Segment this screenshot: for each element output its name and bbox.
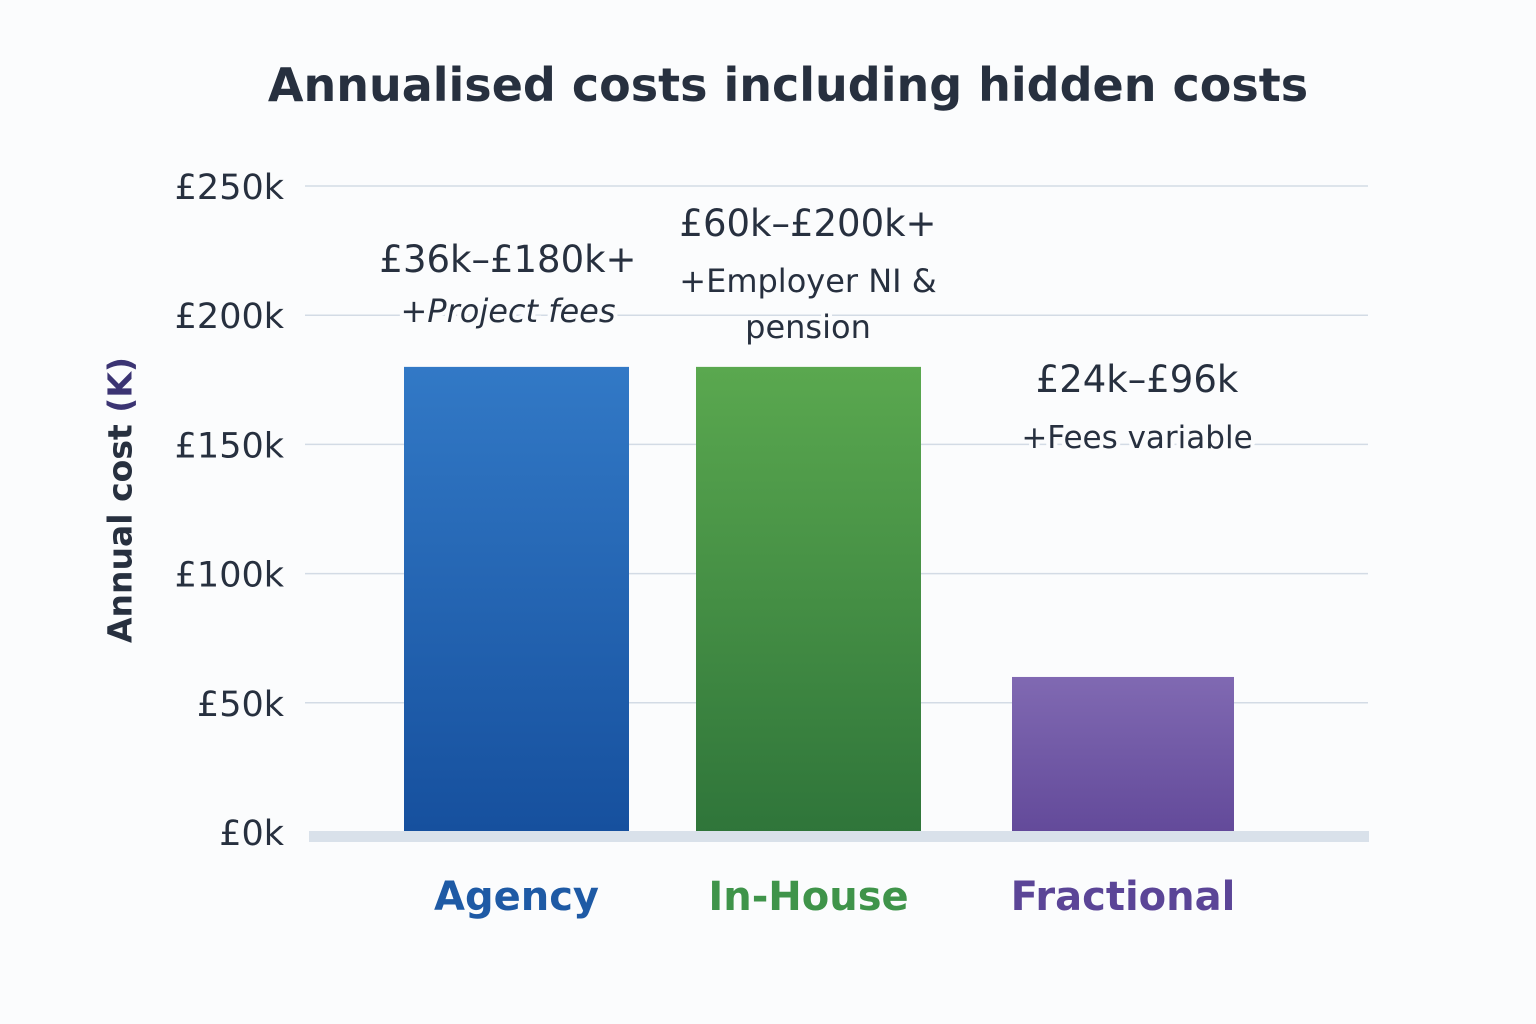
- y-tick-label: £150k: [175, 426, 285, 466]
- bars: [404, 366, 1234, 832]
- bar-fractional: [1012, 676, 1234, 832]
- x-axis-baseline: [309, 831, 1369, 842]
- labels: £0k £50k £100k £150k £200k £250k Agency In-Hous…: [175, 168, 1257, 920]
- bar-agency: [404, 366, 629, 832]
- x-axis: [309, 831, 1369, 842]
- hidden-cost-note: pension: [745, 308, 871, 346]
- hidden-cost-note: +Employer NI &: [679, 262, 936, 300]
- y-tick-label: £200k: [175, 297, 285, 337]
- range-label: £36k–£180k+: [379, 238, 636, 281]
- x-tick-label: Agency: [434, 874, 599, 920]
- bar-in-house: [696, 366, 921, 832]
- hidden-cost-note: +Fees variable: [1021, 420, 1252, 456]
- x-tick-label: Fractional: [1011, 874, 1236, 920]
- y-tick-label: £50k: [197, 685, 285, 725]
- x-tick-label: In-House: [708, 874, 908, 920]
- y-tick-label: £0k: [219, 814, 285, 854]
- hidden-cost-note: +Project fees: [400, 292, 615, 330]
- y-tick-label: £250k: [175, 168, 285, 208]
- range-label: £60k–£200k+: [679, 202, 936, 245]
- range-label: £24k–£96k: [1036, 358, 1239, 401]
- chart-title: Annualised costs including hidden costs: [267, 58, 1309, 112]
- y-tick-label: £100k: [175, 556, 285, 596]
